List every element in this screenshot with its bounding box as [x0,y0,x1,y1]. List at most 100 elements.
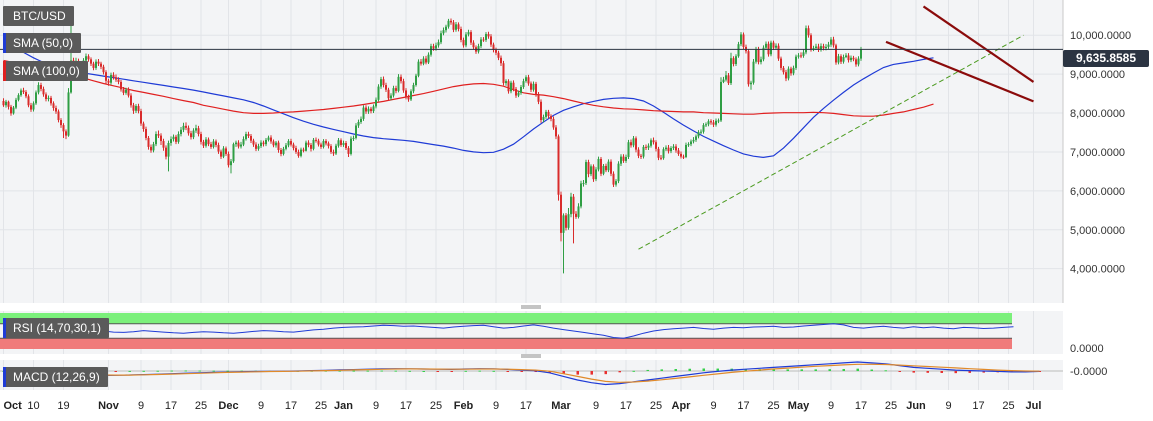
candle [492,42,495,53]
macd-histogram-bar [940,371,943,373]
candle [310,142,312,152]
pane-resize-handle[interactable] [521,305,541,309]
candle [97,58,100,66]
candle-body [92,63,95,68]
pane-resize-handle[interactable] [521,354,541,358]
macd-histogram-bar [842,369,845,371]
candle-body [17,95,20,100]
candle [602,164,605,176]
candle-body [687,144,690,146]
candle [687,142,690,147]
macd-histogram-bar [702,368,705,371]
candle [845,53,847,59]
macd-histogram-bar [674,369,677,371]
legend-macd-label: MACD (12,26,9) [13,370,100,384]
candle [592,164,595,182]
candle-body [552,118,555,128]
macd-histogram-bar [828,369,831,371]
candle-body [697,132,700,137]
candle-body [485,34,487,40]
candle [255,142,257,152]
macd-histogram-bar [394,370,397,372]
candle [667,144,670,154]
candle [680,151,682,159]
candle-body [100,63,102,67]
candle [155,131,157,147]
candle-body [530,83,532,90]
candle [720,77,722,122]
candle-body [612,173,615,185]
candle [437,39,440,48]
candle-body [800,55,802,57]
candle-body [292,144,295,149]
candle-body [155,134,157,145]
candle [515,86,517,98]
candle-body [777,45,780,59]
x-tick-label: Dec [218,400,238,412]
legend-sma-100[interactable]: SMA (100,0) [3,61,88,81]
y-tick-label: 5,000.0000 [1070,225,1125,237]
macd-histogram-bar [982,371,985,373]
candle [620,154,622,166]
candle [695,134,697,142]
candle-body [500,57,502,64]
candle-body [400,76,402,82]
legend-sma-50[interactable]: SMA (50,0) [3,33,82,53]
candle-body [722,79,725,82]
candle [112,72,115,80]
candle [357,119,360,128]
legend-macd[interactable]: MACD (12,26,9) [3,367,108,387]
candle-body [355,125,357,138]
candle-body [255,144,257,149]
candle-body [792,67,795,74]
candle-body [345,142,347,149]
candle [387,87,390,101]
candle-body [657,148,660,158]
macd-panel: -0.0000 [0,361,1107,386]
macd-histogram-bar [716,368,719,371]
candle-body [260,142,262,147]
candle [742,32,745,50]
candle [482,37,485,42]
candle [637,147,640,159]
candle-body [472,42,475,48]
candle-body [425,58,427,63]
candle-body [385,85,387,90]
legend-rsi[interactable]: RSI (14,70,30,1) [3,318,110,338]
candle-body [627,142,630,158]
candle [45,92,47,102]
candle-body [445,26,447,31]
candle [332,149,335,156]
candle-body [327,143,330,147]
candle-body [807,28,810,36]
candle [450,18,452,25]
candle [522,78,525,89]
candle-body [365,107,367,112]
candle-body [412,85,415,92]
candle [120,79,122,92]
candle [690,139,692,147]
candle [295,145,297,154]
candle [567,207,570,230]
candle [407,94,410,102]
candle [672,144,675,150]
candle-body [732,58,735,65]
candle [707,119,710,127]
candle [102,64,105,75]
candle [427,52,430,65]
candle-body [317,140,320,145]
candle [677,148,680,156]
candle [152,141,155,153]
candle-body [435,45,437,49]
x-tick-label: Jul [1026,400,1042,412]
x-tick-label: Oct [4,400,23,412]
candle [787,66,790,81]
candle [277,140,280,153]
candle [57,109,60,123]
candle [422,56,425,66]
candle [320,142,322,149]
candle [315,137,317,143]
candle-body [810,35,812,50]
candle-body [210,144,212,147]
candle [730,52,732,86]
